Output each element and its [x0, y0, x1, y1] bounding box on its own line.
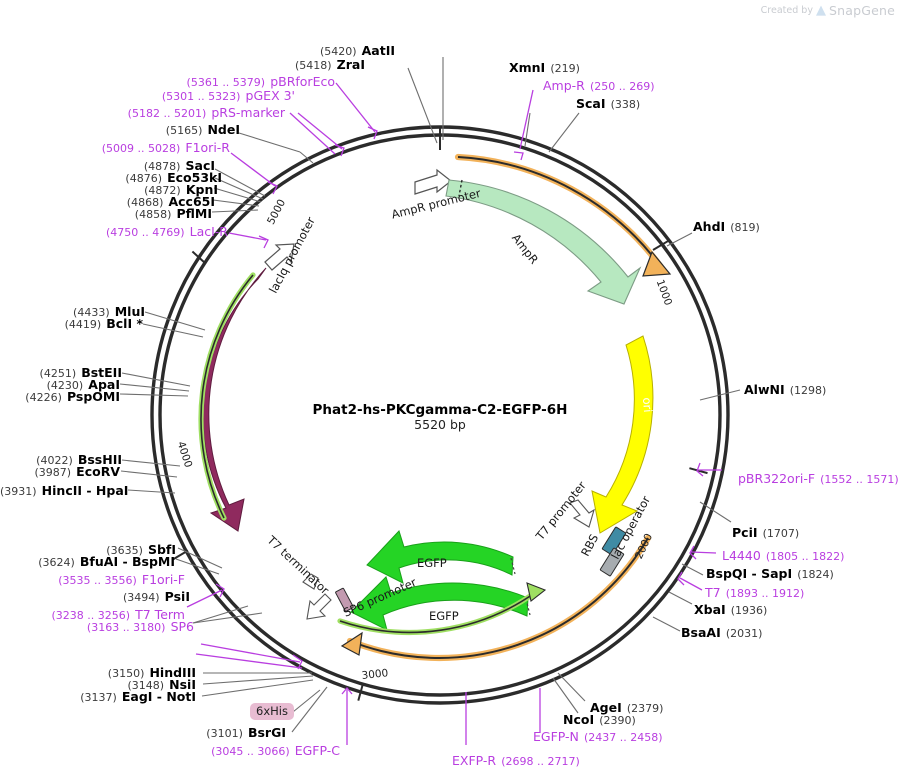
label-scai: ScaI (338) — [576, 96, 641, 111]
label-bsshii: (4022) BssHII — [36, 452, 122, 467]
label-pgex3: (5301 .. 5323) pGEX 3' — [161, 88, 295, 103]
label-acc65i: (4868) Acc65I — [126, 194, 215, 209]
label-pspomi: (4226) PspOMI — [25, 389, 120, 404]
label-ncoi: NcoI (2390) — [563, 712, 636, 727]
label-bsaai: BsaAI (2031) — [681, 625, 763, 640]
label-t7-term: (3238 .. 3256) T7 Term — [51, 607, 185, 622]
t7-terminator-arrow — [306, 593, 332, 620]
laci-gene-arrow — [202, 267, 267, 532]
label-prs-marker: (5182 .. 5201) pRS-marker — [127, 105, 285, 120]
label-alwni: AlwNI (1298) — [744, 382, 827, 397]
label-sbfi: (3635) SbfI — [106, 542, 176, 557]
feature-label-egfp-inner: EGFP — [417, 556, 447, 570]
feature-label-laci: lacI — [214, 358, 230, 380]
lightgreen-feature-arc-left — [198, 272, 256, 521]
ampr-gene-arrow — [445, 179, 642, 305]
label-saci: (4878) SacI — [143, 158, 215, 173]
label-hindiii: (3150) HindIII — [107, 665, 196, 680]
label-bcli: (4419) BclI * — [64, 316, 143, 331]
label-laci-r: (4750 .. 4769) LacI-R — [105, 224, 228, 239]
laciq-promoter-arrow — [264, 243, 295, 271]
label-amp-r: Amp-R (250 .. 269) — [543, 78, 655, 93]
watermark-prefix: Created by — [760, 5, 813, 16]
label-xbai: XbaI (1936) — [694, 602, 768, 617]
label-ndei: (5165) NdeI — [165, 122, 240, 137]
label-xmni: XmnI (219) — [509, 60, 580, 75]
label-pbr322ori-f: pBR322ori-F (1552 .. 1571) — [738, 471, 899, 486]
label-apai: (4230) ApaI — [46, 377, 120, 392]
plasmid-size: 5520 bp — [414, 417, 466, 432]
label-sp6: (3163 .. 3180) SP6 — [86, 619, 194, 634]
feature-label-egfp-outer: EGFP — [429, 609, 459, 623]
feature-label-ori: ori — [640, 397, 656, 413]
label-eagi-noti: (3137) EagI - NotI — [80, 689, 196, 704]
label-bfuai-bspmi: (3624) BfuAI - BspMI — [38, 554, 175, 569]
ori-arrow — [591, 335, 654, 534]
label-f1ori-r: (5009 .. 5028) F1ori-R — [101, 140, 230, 155]
tick-marks — [171, 127, 708, 701]
leader-lines-purple — [186, 82, 722, 745]
label-agei: AgeI (2379) — [590, 700, 664, 715]
label-egfp-n: EGFP-N (2437 .. 2458) — [533, 729, 663, 744]
label-bspqi-sapi: BspQI - SapI (1824) — [706, 566, 834, 581]
label-bstell: (4251) BstEII — [39, 365, 122, 380]
label-nsii: (3148) NsiI — [127, 677, 196, 692]
page-title: Phat2-hs-PKCgamma-C2-EGFP-6H — [312, 402, 568, 418]
t7-promoter-arrow — [569, 499, 595, 528]
leader-lines-gray — [119, 57, 741, 733]
label-mlui: (4433) MluI — [73, 304, 145, 319]
label-zrai: (5418) ZraI — [295, 57, 365, 72]
lightgreen-feature-arc-bottom — [337, 582, 547, 635]
lac-operator-box — [601, 526, 627, 556]
label-f1ori-f: (3535 .. 3556) F1ori-F — [58, 572, 185, 587]
label-bsrgi: (3101) BsrGI — [206, 725, 286, 740]
t7-terminator-hairpin — [302, 573, 319, 590]
rbs-box — [599, 547, 625, 577]
orange-feature-arc-bottom — [340, 534, 652, 662]
label-kpni: (4872) KpnI — [144, 182, 218, 197]
snapgene-logo-icon: ▲ — [815, 3, 826, 18]
ampr-promoter-arrow — [414, 168, 452, 195]
egfp-arrow-inner — [366, 530, 516, 584]
label-psii: (3494) PsiI — [123, 589, 190, 604]
label-pcii: PciI (1707) — [732, 525, 800, 540]
label-pflmi: (4858) PflMI — [134, 206, 212, 221]
watermark-brand: SnapGene — [828, 3, 895, 18]
label-ahdi: AhdI (819) — [693, 219, 760, 234]
snapgene-watermark: Created by ▲ SnapGene — [761, 3, 895, 18]
label-l4440: L4440 (1805 .. 1822) — [722, 548, 845, 563]
label-pbrforeco: (5361 .. 5379) pBRforEco — [186, 74, 335, 89]
label-hincii-hpai: (3931) HincII - HpaI — [0, 483, 129, 498]
label-egfp-c: (3045 .. 3066) EGFP-C — [211, 743, 340, 758]
label-t7: T7 (1893 .. 1912) — [705, 585, 805, 600]
label-aatii: (5420) AatII — [319, 43, 395, 58]
label-ecorv: (3987) EcoRV — [34, 464, 120, 479]
sp6-promoter-box — [335, 587, 354, 612]
orange-feature-arc-top — [454, 153, 672, 277]
feature-label-6xhis: 6xHis — [250, 703, 294, 720]
label-eco53ki: (4876) Eco53kI — [125, 170, 222, 185]
label-exfp-r: EXFP-R (2698 .. 2717) — [452, 753, 580, 768]
